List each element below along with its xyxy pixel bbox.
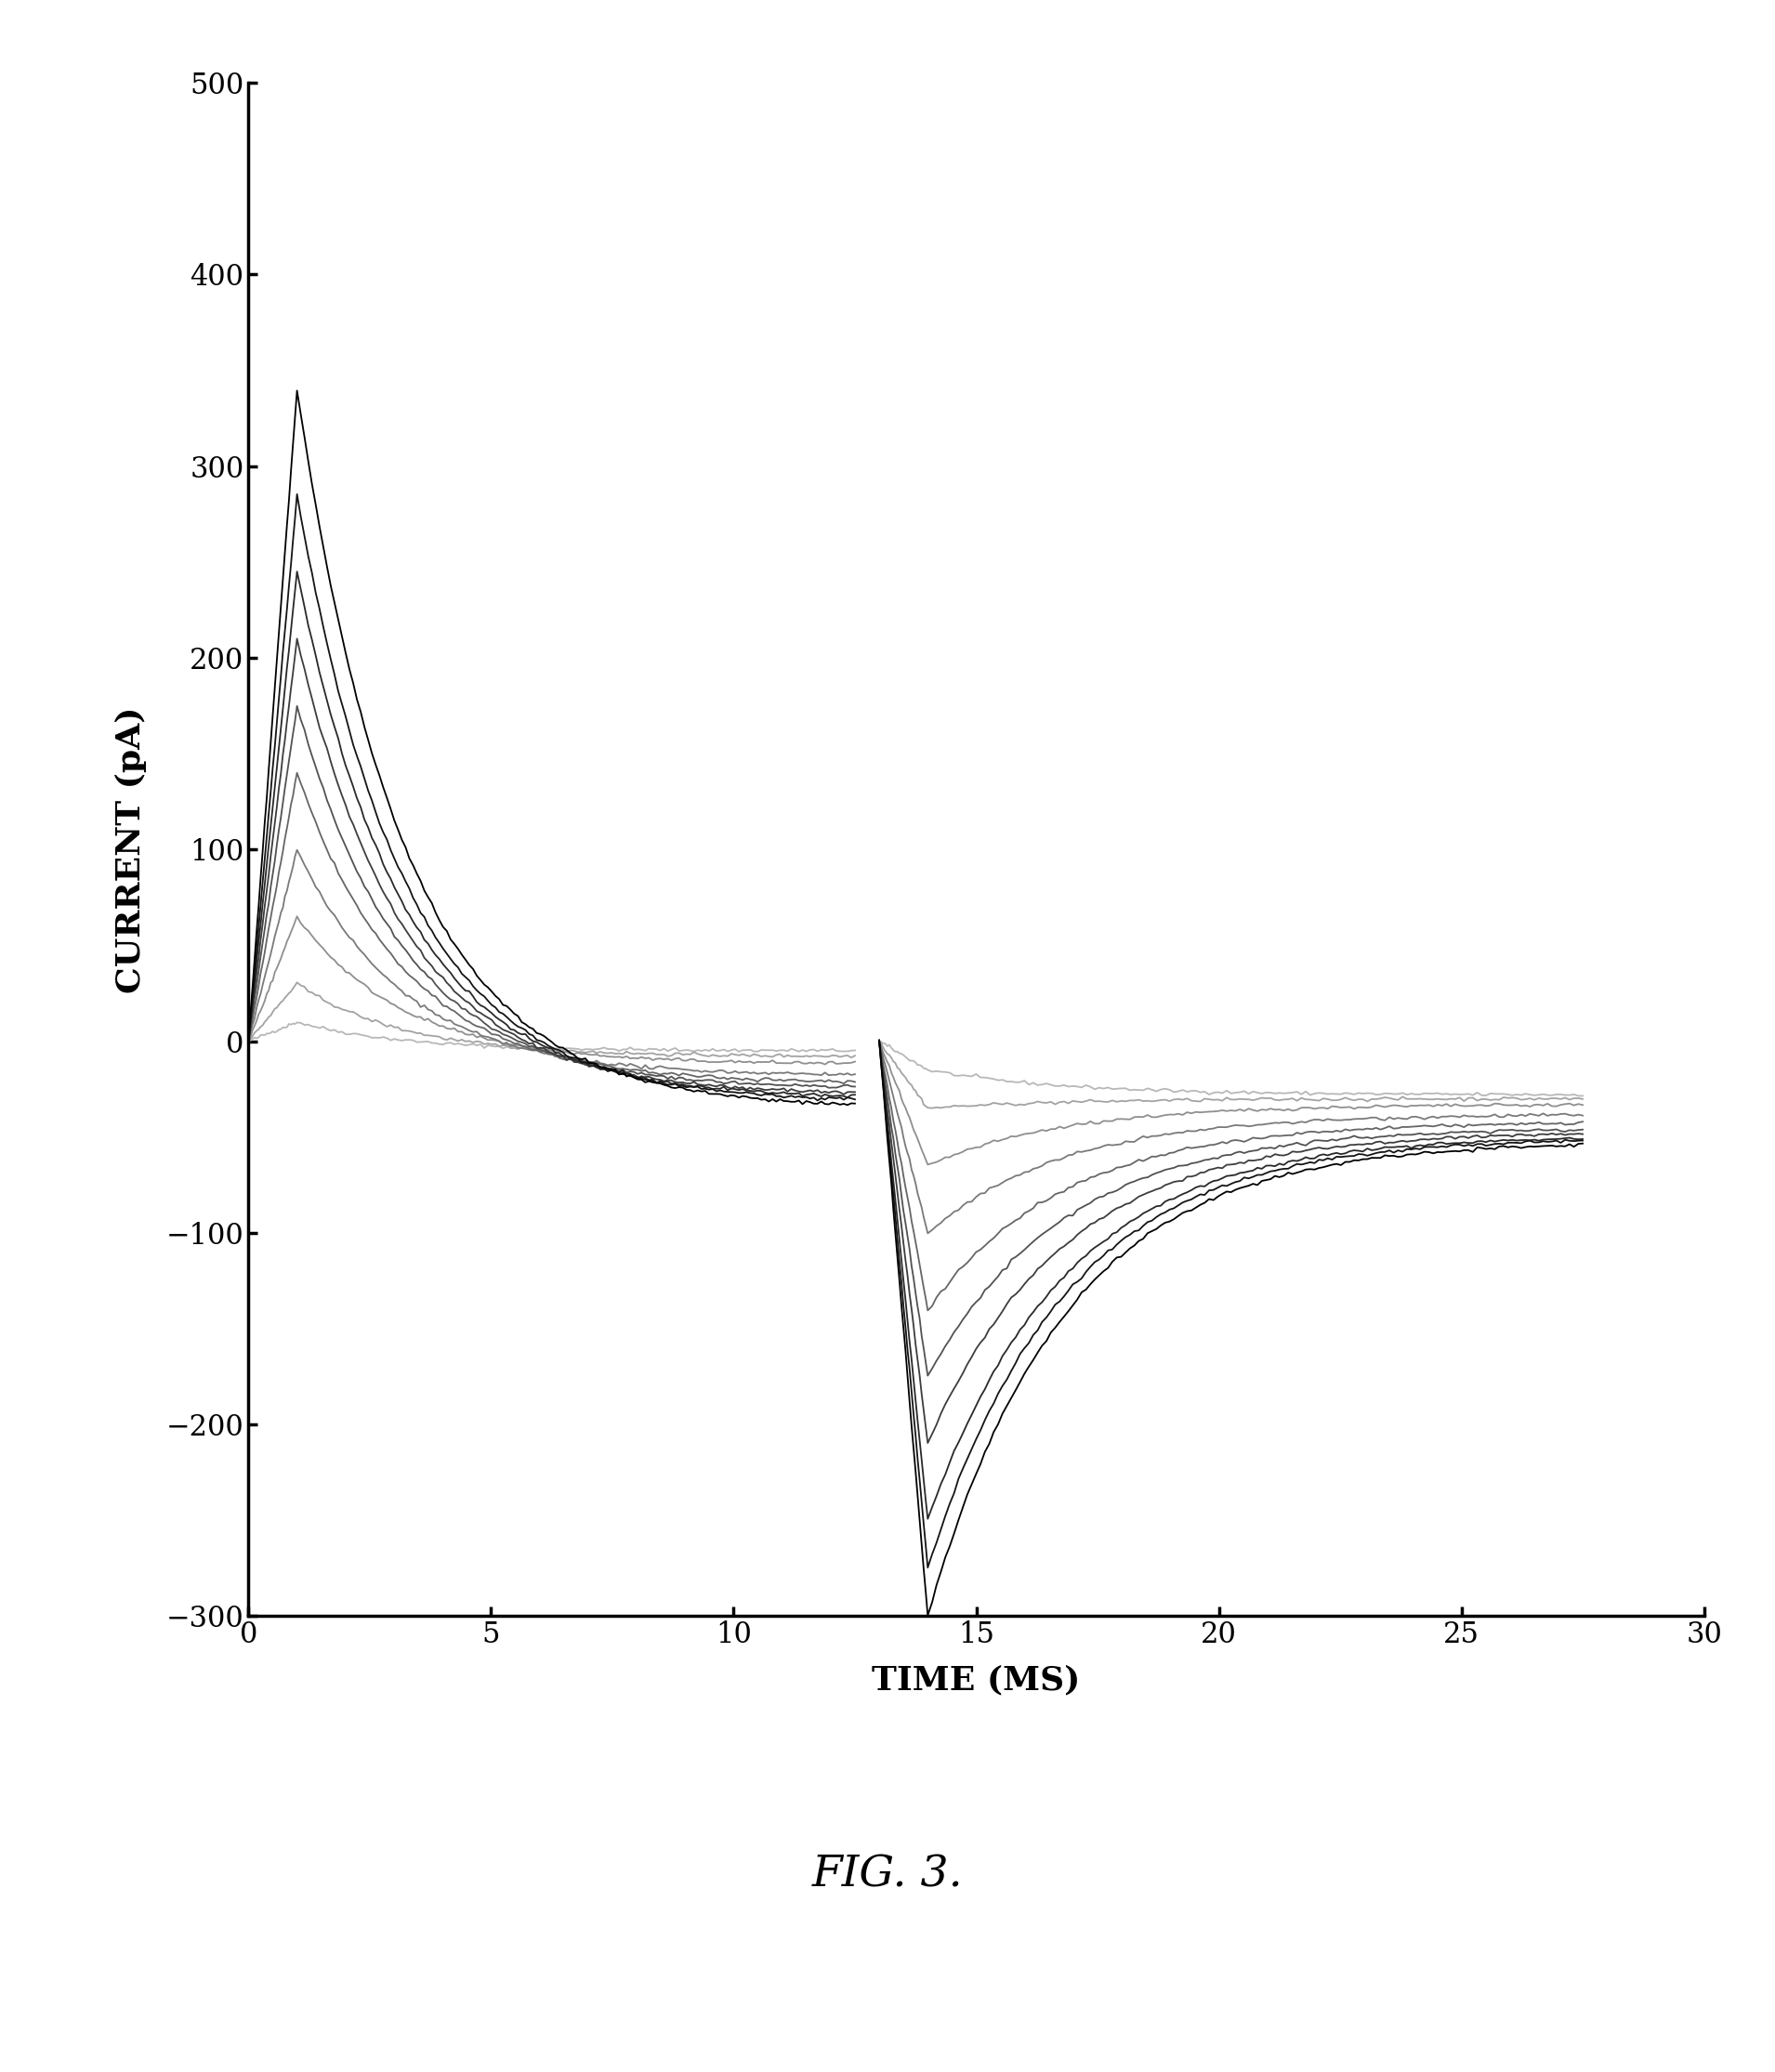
Y-axis label: CURRENT (pA): CURRENT (pA): [115, 707, 147, 992]
X-axis label: TIME (MS): TIME (MS): [872, 1666, 1081, 1697]
Text: FIG. 3.: FIG. 3.: [811, 1854, 964, 1896]
